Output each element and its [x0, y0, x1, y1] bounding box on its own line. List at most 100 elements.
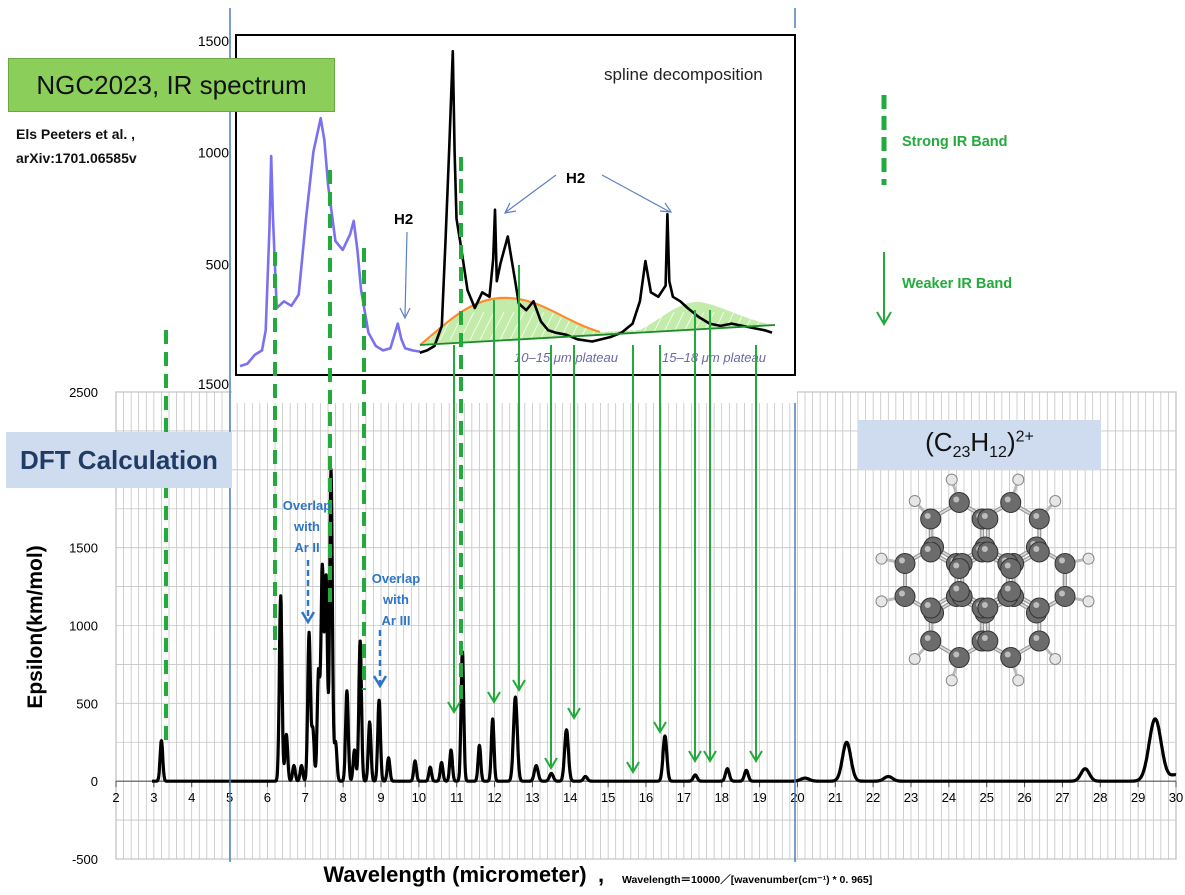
overlap-ar2-line2: with	[293, 519, 320, 534]
dft-x-axis-label: Wavelength (micrometer)	[323, 862, 586, 887]
carbon-atom-shine	[1033, 602, 1039, 608]
carbon-atom-shine	[899, 591, 905, 597]
carbon-atom	[978, 509, 998, 529]
x-tick-label: 19	[752, 790, 766, 805]
carbon-atom-shine	[1033, 546, 1039, 552]
x-tick-label: 17	[677, 790, 691, 805]
h2-label-b: H2	[566, 170, 585, 187]
carbon-atom	[978, 542, 998, 562]
hydrogen-atom	[909, 653, 920, 664]
h2-label-a: H2	[394, 211, 413, 228]
x-tick-label: 3	[150, 790, 157, 805]
carbon-atom	[1029, 631, 1049, 651]
formula-charge: 2+	[1016, 429, 1034, 446]
x-tick-label: 4	[188, 790, 195, 805]
observed-y-tick-label: 500	[206, 256, 230, 272]
x-tick-label: 16	[639, 790, 653, 805]
carbon-atom	[1055, 587, 1075, 607]
overlap-ar2-line3: Ar II	[294, 540, 319, 555]
hydrogen-atom	[1083, 596, 1094, 607]
formula-part-1: (C	[925, 427, 952, 457]
observed-y-tick-label: 1500	[198, 33, 229, 49]
citation-line1: Els Peeters et al. ,	[16, 122, 137, 146]
carbon-atom	[1001, 648, 1021, 668]
carbon-atom	[949, 492, 969, 512]
hydrogen-atom	[1050, 496, 1061, 507]
x-tick-label: 20	[790, 790, 804, 805]
x-tick-label: 7	[302, 790, 309, 805]
legend-strong-label: Strong IR Band	[902, 134, 1008, 150]
carbon-atom-shine	[899, 558, 905, 564]
hydrogen-atom	[946, 474, 957, 485]
hydrogen-atom	[946, 675, 957, 686]
x-tick-label: 6	[264, 790, 271, 805]
y-tick-label: 1500	[69, 541, 98, 556]
x-tick-label: 2	[112, 790, 119, 805]
x-tick-label: 26	[1017, 790, 1031, 805]
x-tick-label: 23	[904, 790, 918, 805]
carbon-atom-shine	[953, 652, 959, 658]
carbon-atom-shine	[1005, 652, 1011, 658]
x-tick-label: 8	[340, 790, 347, 805]
dft-badge-text: DFT Calculation	[20, 445, 218, 476]
dft-y-axis-label: Epsilon(km/mol)	[24, 545, 47, 708]
hydrogen-atom	[1050, 653, 1061, 664]
observed-y-tick-label-extra: 1500	[198, 376, 229, 392]
carbon-atom-shine	[982, 602, 988, 608]
x-tick-label: 24	[942, 790, 956, 805]
carbon-atom	[949, 648, 969, 668]
spline-annotation: spline decomposition	[604, 65, 763, 84]
x-tick-label: 11	[450, 790, 464, 805]
hydrogen-atom	[1083, 553, 1094, 564]
citation-line2: arXiv:1701.06585v	[16, 146, 137, 170]
hydrogen-atom	[1013, 474, 1024, 485]
carbon-atom-shine	[1005, 586, 1011, 592]
carbon-atom-shine	[953, 562, 959, 568]
overlap-ar2-line1: Overlap	[283, 498, 331, 513]
carbon-atom-shine	[1059, 591, 1065, 597]
carbon-atom	[1001, 558, 1021, 578]
overlap-ar3-line2: with	[382, 592, 409, 607]
carbon-atom-shine	[925, 546, 931, 552]
overlap-ar3-line1: Overlap	[372, 571, 420, 586]
carbon-atom-shine	[982, 513, 988, 519]
carbon-atom	[1001, 582, 1021, 602]
y-tick-label: -500	[72, 852, 98, 867]
carbon-atom	[949, 582, 969, 602]
ngc-title-text: NGC2023, IR spectrum	[36, 70, 306, 101]
carbon-atom	[895, 587, 915, 607]
x-tick-label: 25	[979, 790, 993, 805]
x-tick-label: 21	[828, 790, 842, 805]
x-axis-comma: ,	[598, 862, 604, 887]
carbon-atom	[921, 598, 941, 618]
x-tick-label: 29	[1131, 790, 1145, 805]
carbon-atom-shine	[1005, 496, 1011, 502]
carbon-atom	[978, 631, 998, 651]
carbon-atom-shine	[1005, 562, 1011, 568]
carbon-atom-shine	[925, 602, 931, 608]
carbon-atom-shine	[1033, 635, 1039, 641]
x-tick-label: 30	[1169, 790, 1183, 805]
formula-part-2: H	[970, 427, 989, 457]
x-tick-label: 10	[412, 790, 426, 805]
carbon-atom	[1029, 509, 1049, 529]
x-tick-label: 13	[525, 790, 539, 805]
y-tick-label: 2500	[69, 385, 98, 400]
plateau-label-2: 15–18 μm plateau	[662, 350, 766, 365]
x-tick-label: 14	[563, 790, 577, 805]
carbon-atom-shine	[982, 635, 988, 641]
hydrogen-atom	[876, 596, 887, 607]
overlap-ar3-line3: Ar III	[382, 613, 411, 628]
x-tick-label: 18	[714, 790, 728, 805]
formula-badge: (C23H12)2+	[858, 420, 1101, 470]
formula-part-3: )	[1007, 427, 1016, 457]
carbon-atom-shine	[1059, 558, 1065, 564]
carbon-atom	[978, 598, 998, 618]
carbon-atom-shine	[953, 586, 959, 592]
carbon-atom	[1029, 598, 1049, 618]
hydrogen-atom	[1013, 675, 1024, 686]
ngc-title-badge: NGC2023, IR spectrum	[8, 58, 335, 112]
x-tick-label: 12	[487, 790, 501, 805]
x-tick-label: 27	[1055, 790, 1069, 805]
